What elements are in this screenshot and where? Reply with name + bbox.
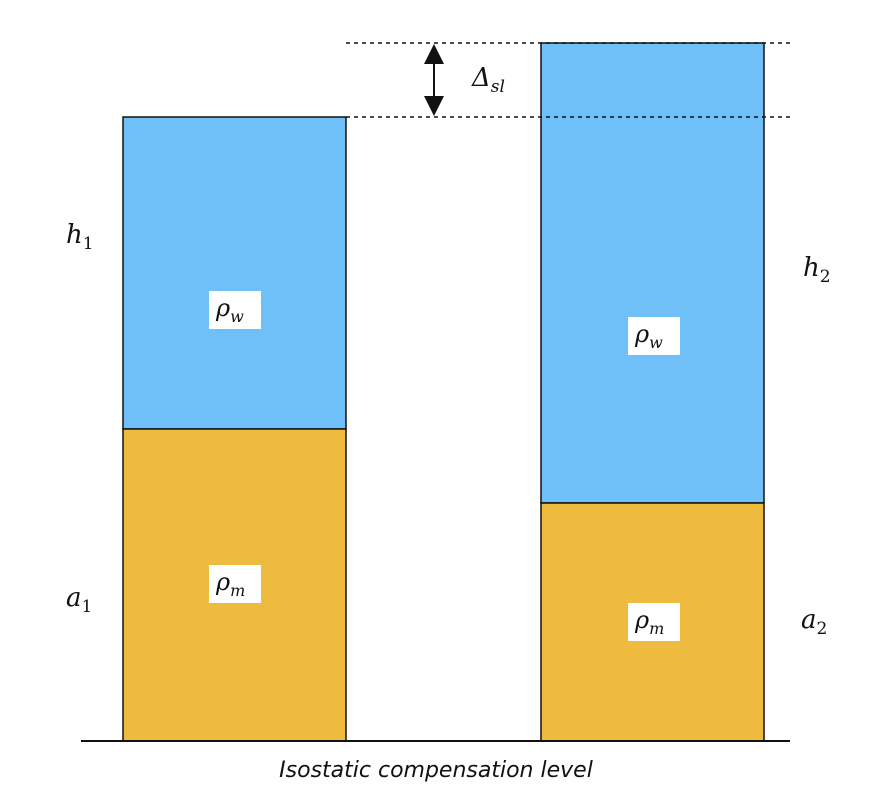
left-height-label: h1	[66, 220, 94, 254]
right-depth-label: a2	[801, 605, 827, 639]
right-water-density-label: ρw	[634, 320, 663, 352]
left-mantle-label-box	[209, 565, 261, 603]
left-mantle-density-label: ρm	[215, 568, 245, 600]
left-depth-label: a1	[66, 583, 92, 617]
right-mantle-label-box	[628, 603, 680, 641]
sea-level-difference-label: Δsl	[471, 63, 505, 97]
compensation-level-caption: Isostatic compensation level	[279, 758, 593, 783]
left-water-density-label: ρw	[215, 294, 244, 326]
right-mantle-density-label: ρm	[634, 606, 664, 638]
left-water-label-box	[209, 291, 261, 329]
right-column: ρw ρm h2 a2	[540, 42, 831, 742]
right-water-layer	[540, 42, 765, 504]
left-water-layer	[122, 116, 347, 430]
right-water-label-box	[628, 317, 680, 355]
left-column: ρw ρm h1 a1	[66, 116, 347, 742]
right-height-label: h2	[803, 253, 831, 287]
